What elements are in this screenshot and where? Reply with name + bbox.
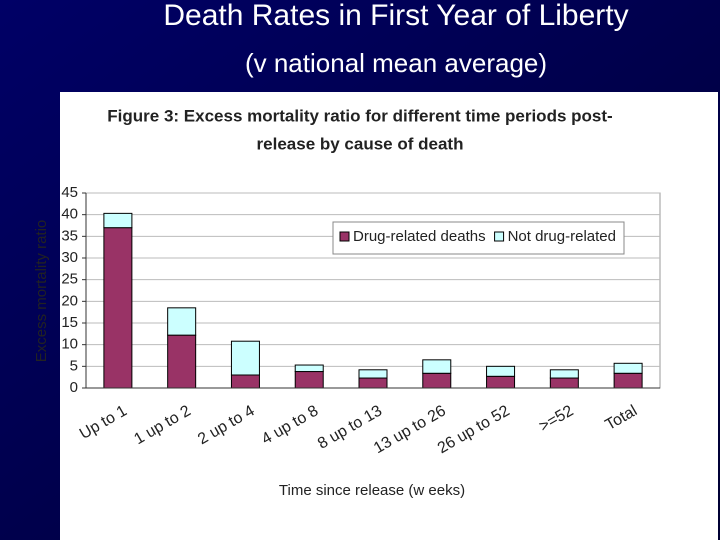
bar-segment [103, 212, 133, 229]
slide-subtitle: (v national mean average) [245, 48, 547, 78]
bar-segment [230, 340, 260, 376]
legend-label: Drug-related deaths [353, 228, 486, 245]
y-axis-label: Excess mortality ratio [33, 220, 50, 363]
bar-segment [294, 364, 324, 373]
x-axis-label: Time since release (w eeks) [279, 482, 465, 499]
bar-segment [358, 377, 388, 389]
y-tick-label: 10 [61, 336, 78, 353]
chart-title: release by cause of death [257, 134, 464, 153]
bar-segment [549, 377, 579, 389]
y-tick-label: 35 [61, 227, 78, 244]
bar-segment [613, 372, 643, 389]
y-tick-label: 40 [61, 206, 78, 223]
bar-segment [103, 227, 133, 389]
bar-segment [422, 359, 452, 374]
y-tick-label: 30 [61, 249, 78, 266]
y-tick-label: 5 [70, 357, 78, 374]
bar-segment [167, 307, 197, 336]
y-tick-label: 45 [61, 184, 78, 201]
y-tick-label: 0 [70, 379, 78, 396]
bar-segment [230, 374, 260, 389]
bar-segment [549, 369, 579, 379]
bar-segment [358, 369, 388, 379]
bar-segment [294, 371, 324, 389]
slide-title: Death Rates in First Year of Liberty [163, 0, 628, 32]
legend-label: Not drug-related [508, 228, 616, 245]
bar-segment [422, 372, 452, 389]
legend-swatch [494, 231, 505, 242]
y-tick-label: 20 [61, 292, 78, 309]
bar-segment [167, 334, 197, 389]
y-tick-label: 15 [61, 314, 78, 331]
bar-segment [613, 362, 643, 374]
bar-segment [486, 375, 516, 389]
bar-segment [486, 365, 516, 377]
chart-title: Figure 3: Excess mortality ratio for dif… [107, 106, 612, 125]
y-tick-label: 25 [61, 271, 78, 288]
legend-swatch [339, 231, 350, 242]
legend-box [332, 221, 625, 255]
